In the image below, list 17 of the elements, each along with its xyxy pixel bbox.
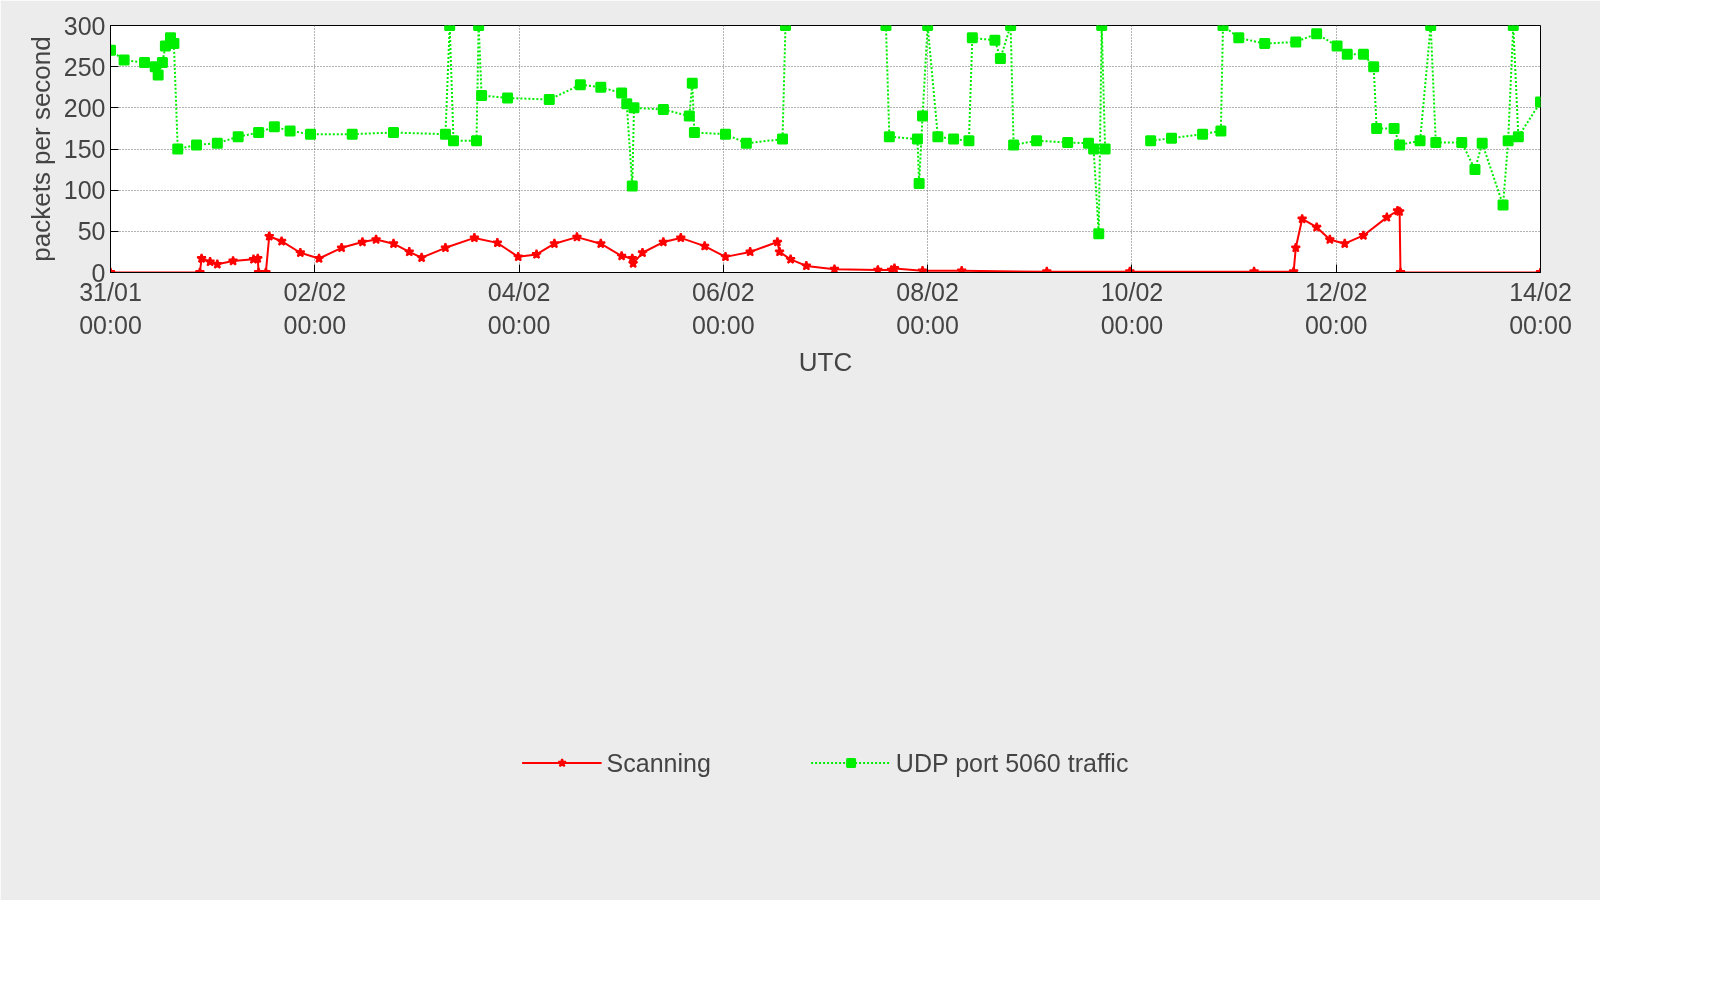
y-tick-label: 50 xyxy=(77,217,106,246)
x-tick-label: 12/02 00:00 xyxy=(1304,277,1368,340)
x-tick-label: 10/02 00:00 xyxy=(1100,277,1164,340)
legend-label: Scanning xyxy=(606,748,711,778)
x-axis-title: UTC xyxy=(798,347,853,378)
x-tick-label: 02/02 00:00 xyxy=(283,277,347,340)
x-tick-label: 06/02 00:00 xyxy=(692,277,755,340)
x-tick-label: 14/02 00:00 xyxy=(1509,277,1572,340)
y-tick-label: 250 xyxy=(63,52,106,81)
legend-label: UDP port 5060 traffic xyxy=(895,748,1129,778)
y-tick-label: 200 xyxy=(63,93,106,122)
y-tick-label: 300 xyxy=(63,11,106,40)
y-axis-title: packets per second xyxy=(25,36,56,262)
y-tick-label: 150 xyxy=(63,135,106,163)
x-tick-label: 08/02 00:00 xyxy=(896,277,959,340)
y-tick-label: 100 xyxy=(63,176,106,205)
x-tick-label: 04/02 00:00 xyxy=(487,277,551,340)
